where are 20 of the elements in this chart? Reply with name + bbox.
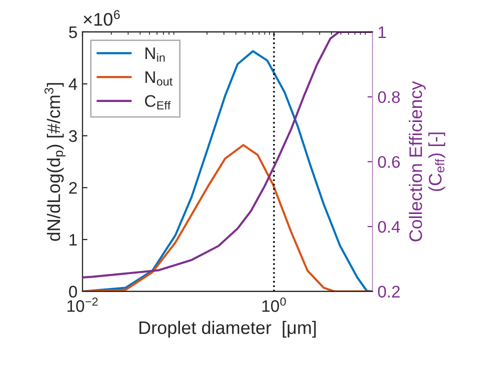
x-tick-label: 10$^{−2}$: [68, 297, 98, 312]
y2-tick-label: 0.6: [378, 156, 400, 168]
y2-tick-label: 0.8: [378, 91, 400, 104]
y2-tick-label: 0.4: [378, 220, 400, 233]
y-tick-label: 2: [69, 182, 77, 194]
legend-label: N$_{in}$: [146, 48, 165, 62]
y-tick-label: 3: [69, 130, 77, 142]
legend-label: C$_{Eff}$: [145, 95, 171, 110]
y-tick-label: 1: [70, 234, 77, 246]
x-axis-title: Droplet diameter [μm]: [139, 320, 316, 338]
y2-tick-label: 1: [378, 26, 386, 38]
y-tick-label: 0: [69, 286, 77, 298]
y-axis-title: dN/dLog(d$_{p}$) [#/cm$^{3}$]: [44, 83, 66, 241]
y2-axis-title: Collection Efficiency (C$_{eff}$) [-]: [408, 81, 446, 242]
y-tick-label: 4: [68, 78, 78, 90]
y-tick-label: 5: [69, 26, 77, 38]
x-tick-label: 10$^{0}$: [262, 297, 286, 312]
text: ×10$^{6}$: [84, 10, 120, 26]
y2-tick-label: 0.2: [378, 286, 400, 298]
legend-label: N$_{out}$: [146, 71, 172, 86]
